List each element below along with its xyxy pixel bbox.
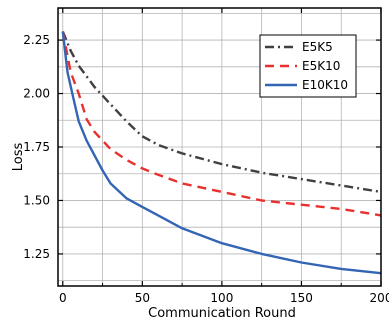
legend-box xyxy=(259,34,357,98)
legend: E5K5 E5K10 E10K10 xyxy=(259,34,357,98)
y-tick-label: 1.50 xyxy=(23,193,50,207)
x-tick-label: 100 xyxy=(210,291,233,305)
legend-label-e5k10: E5K10 xyxy=(302,59,340,73)
x-tick-label: 150 xyxy=(290,291,313,305)
legend-label-e10k10: E10K10 xyxy=(302,78,348,92)
x-tick-label: 50 xyxy=(135,291,150,305)
x-tick-label: 200 xyxy=(370,291,389,305)
series-line-e5k5 xyxy=(61,31,382,194)
series-line-e10k10 xyxy=(61,31,382,275)
y-tick-label: 2.00 xyxy=(23,87,50,101)
x-axis-title: Communication Round xyxy=(148,306,296,320)
y-axis-title: Loss xyxy=(11,143,26,172)
y-tick-label: 1.75 xyxy=(23,140,50,154)
x-tick-label: 0 xyxy=(59,291,67,305)
series-layer xyxy=(61,31,382,275)
legend-label-e5k5: E5K5 xyxy=(302,40,333,54)
ticks: 0 50 100 150 200 1.25 1.50 1.75 2.00 2.25 xyxy=(23,8,389,305)
series-line-e5k10 xyxy=(61,31,382,217)
y-tick-label: 1.25 xyxy=(23,247,50,261)
y-tick-label: 2.25 xyxy=(23,33,50,47)
